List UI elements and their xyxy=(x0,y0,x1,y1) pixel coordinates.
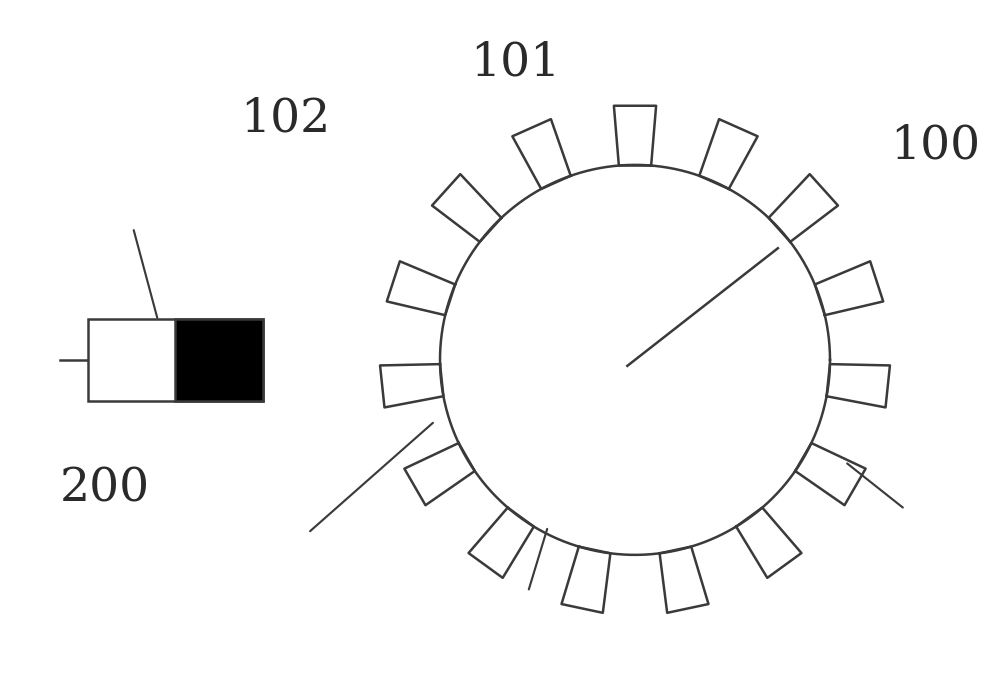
Text: 101: 101 xyxy=(470,41,560,86)
Bar xyxy=(88,319,262,401)
Bar xyxy=(175,319,262,401)
Text: 100: 100 xyxy=(890,124,980,168)
Bar xyxy=(175,319,262,401)
Text: 102: 102 xyxy=(240,96,330,141)
Text: 200: 200 xyxy=(60,466,150,511)
